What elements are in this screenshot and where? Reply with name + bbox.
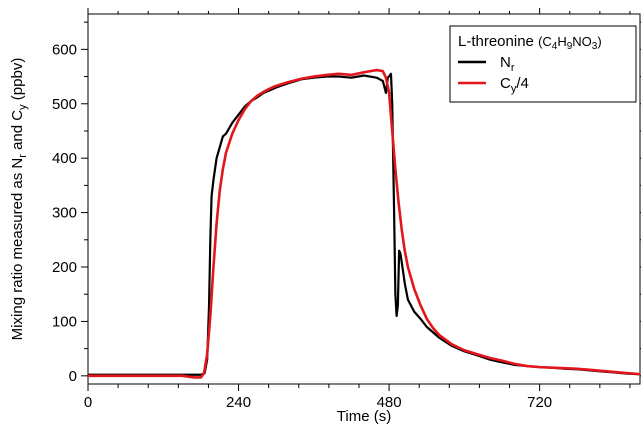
legend-title-formula-no: NO xyxy=(572,34,592,49)
series-line-cy4 xyxy=(88,68,640,379)
legend-label-cy4: Cy/4 xyxy=(500,75,529,95)
y-axis-title-sub-y: y xyxy=(17,104,29,110)
legend-label-nr-sub: r xyxy=(511,62,515,74)
y-axis-title-tail: (ppbv) xyxy=(9,58,26,105)
x-tick-label: 0 xyxy=(84,394,92,411)
legend-box xyxy=(449,25,637,103)
legend-label-cy4-sub: y xyxy=(511,83,517,95)
legend-title-formula-sub-3: 3 xyxy=(592,41,598,52)
legend-label-cy4-suffix: /4 xyxy=(516,75,529,92)
legend-title-formula-sub-1: 4 xyxy=(552,41,558,52)
y-tick-label: 0 xyxy=(69,368,77,385)
x-tick-label: 240 xyxy=(226,394,251,411)
y-axis-title: Mixing ratio measured as Nr and Cy (ppbv… xyxy=(9,58,29,341)
y-tick-label: 400 xyxy=(52,150,77,167)
legend-title-main: L-threonine xyxy=(458,33,538,50)
x-tick-label: 480 xyxy=(377,394,402,411)
legend-label-nr-main: N xyxy=(500,54,511,71)
legend-label-nr: Nr xyxy=(500,54,515,74)
series-group xyxy=(88,68,640,379)
y-tick-label: 300 xyxy=(52,205,77,222)
y-axis-title-mid: and C xyxy=(9,110,26,154)
legend-title-formula-sub-2: 9 xyxy=(567,41,573,52)
plot-border xyxy=(87,13,641,385)
legend-label-cy4-main: C xyxy=(500,75,511,92)
legend: L-threonine (C4H9NO3) Nr Cy/4 xyxy=(449,25,637,103)
legend-title-formula-close: ) xyxy=(597,34,601,49)
y-tick-label: 100 xyxy=(52,313,77,330)
y-axis-ticks: 0 100 200 300 400 500 600 xyxy=(52,21,641,385)
x-axis-title: Time (s) xyxy=(337,408,391,425)
y-tick-label: 200 xyxy=(52,259,77,276)
y-axis-title-main: Mixing ratio measured as N xyxy=(9,158,26,341)
legend-title-formula-open: (C xyxy=(538,34,552,49)
plot-frame xyxy=(87,13,641,385)
series-line-nr xyxy=(88,72,640,376)
legend-title: L-threonine (C4H9NO3) xyxy=(458,33,602,52)
x-axis-ticks: 0 240 480 720 xyxy=(84,8,631,411)
y-tick-label: 500 xyxy=(52,96,77,113)
x-tick-label: 720 xyxy=(527,394,552,411)
y-tick-label: 600 xyxy=(52,41,77,58)
legend-title-formula-h: H xyxy=(557,34,566,49)
y-axis-title-sub-r: r xyxy=(17,154,29,158)
